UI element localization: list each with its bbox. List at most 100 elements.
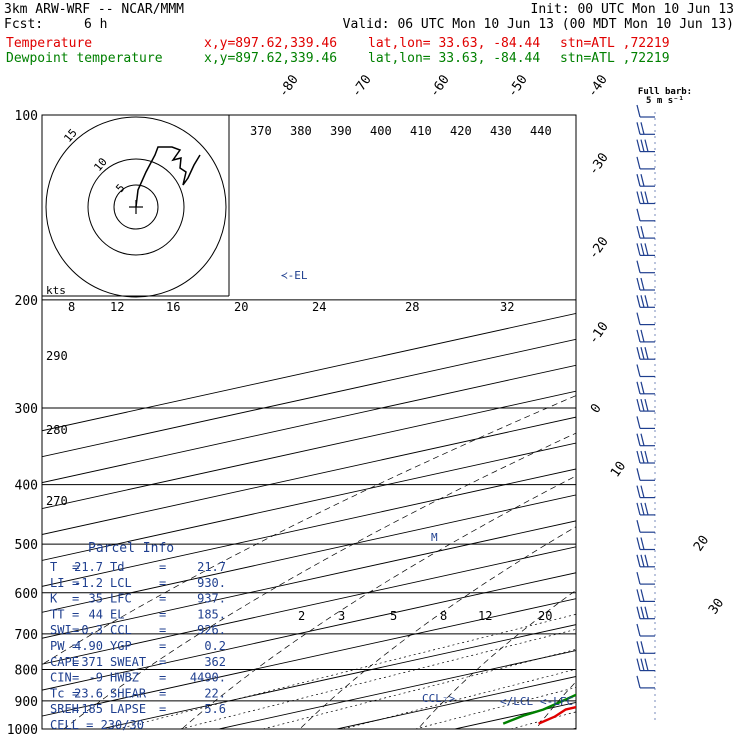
wind-barb-flag [644, 139, 649, 152]
upper-axis-label: 20 [234, 300, 248, 314]
parcel-row-value: 362 [204, 655, 226, 669]
parcel-row-key: CCL [110, 623, 132, 637]
dry-adiabat-line [417, 589, 576, 729]
isotherm-line [454, 701, 576, 729]
parcel-row-value: 185 [81, 702, 103, 716]
pressure-tick-label: 100 [15, 109, 38, 124]
thermo-lines [42, 312, 576, 729]
wind-barb-flag [636, 641, 641, 654]
parcel-row-eq: = [72, 607, 79, 621]
parcel-row-value: -1.2 [74, 576, 103, 590]
wind-barb-flag [644, 554, 649, 567]
parcel-row-key: TT [50, 607, 64, 621]
mixing-ratio-label: 2 [298, 609, 305, 623]
dry-adiabat-line [535, 681, 576, 729]
wind-barb-flag [636, 468, 641, 481]
parcel-row-key: EL [110, 607, 124, 621]
pressure-tick-label: 500 [15, 538, 38, 553]
isotherm-tick-label: -30 [586, 150, 612, 178]
parcel-row-value: 22. [204, 686, 226, 700]
wind-barb-flag [640, 641, 645, 654]
parcel-row-value: 4490. [190, 671, 226, 685]
wind-barb-flag [640, 398, 645, 412]
parcel-row-value: -9 [89, 671, 103, 685]
hodograph-trace [135, 146, 201, 208]
theta-e-label: 380 [290, 124, 312, 138]
parcel-row-eq: = [159, 639, 166, 653]
el-marker: ≺-EL [281, 269, 308, 282]
wind-barb-flag [644, 398, 649, 412]
parcel-row-key: HWBZ [110, 671, 139, 685]
isotherm-tick-label: -80 [276, 72, 302, 100]
parcel-row-key: LFC [110, 592, 132, 606]
wind-barb-flag [640, 191, 645, 204]
pressure-tick-label: 200 [15, 294, 38, 309]
wind-barb-flag [636, 295, 641, 308]
wind-barb-flag [640, 537, 645, 550]
wind-barb-flag [636, 191, 641, 204]
parcel-row-eq: = [72, 576, 79, 590]
wind-barb-flag [636, 104, 641, 118]
wind-barb-flag [636, 381, 641, 394]
wind-barb-flag [636, 502, 641, 516]
parcel-row-value: 926. [197, 623, 226, 637]
init-time: Init: 00 UTC Mon 10 Jun 13 [530, 2, 735, 17]
parcel-row-value: 35 [89, 592, 103, 606]
isotherm-tick-label: -10 [586, 319, 612, 347]
parcel-row-eq: = [159, 671, 166, 685]
legend-temperature-latlon: lat,lon= 33.63, -84.44 [368, 36, 541, 51]
legend-dewpoint-station: stn=ATL ,72219 [560, 51, 670, 66]
plot-frame [41, 114, 577, 730]
wind-barb-flag [636, 433, 641, 446]
level-markers: ≺-EL M CCL₇> </LCL <-LFC [281, 269, 573, 708]
parcel-row-key: LCL [110, 576, 132, 590]
parcel-row-value: 21.7 [74, 560, 103, 574]
isotherm-tick-label: 20 [691, 533, 712, 554]
parcel-row-eq: = [72, 671, 79, 685]
parcel-row-value: 930. [197, 576, 226, 590]
isotherm-tick-label: -20 [586, 234, 612, 262]
forecast-hour: 6 h [84, 17, 108, 32]
wind-barb-flag [644, 191, 649, 204]
wind-barb-flag [640, 502, 645, 516]
theta-e-label: 440 [530, 124, 552, 138]
wind-barb-flag [644, 606, 649, 619]
mixing-ratio-line [262, 649, 576, 729]
wind-barb-flag [636, 537, 641, 550]
theta-label: 280 [46, 423, 68, 437]
parcel-row-key: CIN [50, 671, 72, 685]
parcel-row-eq: = [159, 576, 166, 590]
wind-barb-flag [636, 658, 641, 671]
legend-temperature-name: Temperature [6, 36, 93, 51]
upper-axis-label: 12 [110, 300, 124, 314]
parcel-row-key: SHEAR [110, 686, 147, 700]
pressure-tick-label: 1000 [7, 723, 38, 738]
wind-barb-flag [640, 122, 645, 135]
dry-adiabat-line [42, 395, 576, 666]
parcel-row-key: PW [50, 639, 65, 653]
wind-barb-flag [636, 675, 641, 689]
parcel-row-eq: = [72, 592, 79, 606]
isotherm-tick-label: 0 [588, 401, 605, 416]
pressure-tick-label: 300 [15, 402, 38, 417]
parcel-row-key: SWI [50, 623, 72, 637]
parcel-row-eq: = [72, 639, 79, 653]
isotherm-tick-label: -60 [427, 72, 453, 100]
parcel-row-value: 4.90 [74, 639, 103, 653]
parcel-info-panel: Parcel Info T 21.7= Td = 21.7LI -1.2= LCL = 930.… [50, 541, 226, 732]
upper-axis-label: 16 [166, 300, 180, 314]
wind-barb-flag [640, 225, 645, 239]
parcel-info-title: Parcel Info [88, 541, 174, 556]
parcel-row-value: 44 [89, 607, 103, 621]
parcel-row-eq: = [159, 702, 166, 716]
parcel-row-value: 937. [197, 592, 226, 606]
wind-barb-flag [640, 295, 645, 308]
wind-barb-flag [640, 433, 645, 446]
parcel-row-value: 0.2 [204, 639, 226, 653]
isotherm-tick-label: -50 [505, 72, 531, 100]
lfc-marker: <-LFC [540, 695, 573, 708]
isotherm-tick-label: 10 [608, 459, 629, 480]
wind-barb-flag [636, 571, 641, 585]
parcel-row-key: LAPSE [110, 702, 146, 716]
